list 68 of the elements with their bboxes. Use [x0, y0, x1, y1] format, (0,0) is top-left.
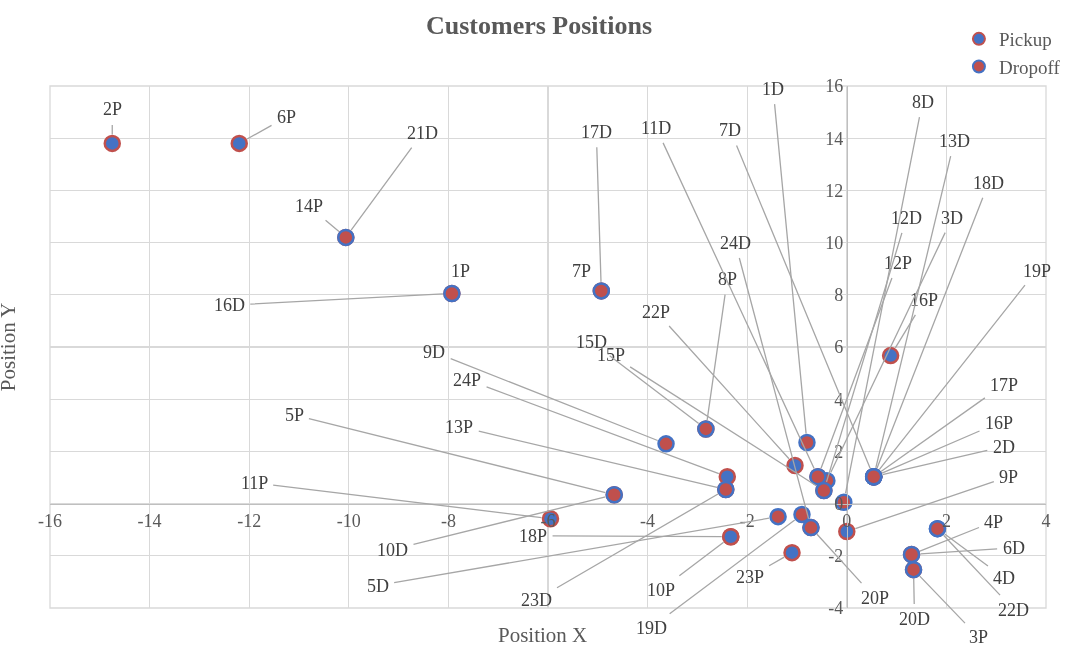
x-tick-label: -8 — [440, 510, 456, 531]
x-tick-label: -16 — [38, 510, 62, 531]
y-tick-label: -4 — [828, 598, 844, 619]
annotation: 6D — [1003, 538, 1025, 558]
annotation: 14P — [295, 196, 324, 216]
annotation: 5P — [285, 405, 305, 425]
annotation: 16P — [910, 290, 939, 310]
annotation: 22D — [998, 600, 1029, 620]
annotation: 21D — [407, 123, 438, 143]
annotation: 13P — [445, 417, 474, 437]
legend-label: Pickup — [998, 29, 1052, 51]
x-tick-label: -4 — [640, 510, 656, 531]
annotation: 19P — [1023, 261, 1052, 281]
annotation: 24P — [453, 370, 482, 390]
annotation: 20P — [861, 588, 890, 608]
annotation: 5D — [367, 576, 389, 596]
annotation: 7P — [572, 261, 592, 281]
y-tick-label: 14 — [825, 128, 844, 149]
y-tick-label: 6 — [834, 337, 844, 358]
y-tick-label: -2 — [828, 546, 844, 567]
annotation: 17P — [990, 375, 1019, 395]
annotation: 1D — [762, 79, 784, 99]
annotation: 16D — [214, 295, 245, 315]
x-tick-label: 2 — [941, 510, 951, 531]
annotation: 18P — [519, 526, 548, 546]
annotation: 9D — [423, 342, 445, 362]
annotation: 4D — [993, 568, 1015, 588]
y-tick-label: 12 — [825, 180, 844, 201]
annotation: 16P — [985, 413, 1014, 433]
annotation: 11D — [641, 118, 672, 138]
annotation: 8P — [718, 269, 738, 289]
annotation: 7D — [719, 120, 741, 140]
annotation: 22P — [642, 302, 671, 322]
annotation: 17D — [581, 122, 612, 142]
y-tick-label: 0 — [834, 493, 844, 514]
y-tick-label: 10 — [825, 232, 844, 253]
annotation: 10D — [377, 540, 408, 560]
legend-label: Dropoff — [998, 56, 1061, 78]
annotation: 10P — [647, 580, 676, 600]
annotation: 9P — [999, 467, 1019, 487]
annotation: 23D — [521, 590, 552, 610]
annotation: 12D — [891, 208, 922, 228]
annotation: 13D — [939, 131, 970, 151]
annotation: 24D — [720, 233, 751, 253]
y-tick-label: 8 — [834, 285, 844, 306]
annotation: 6P — [277, 107, 297, 127]
annotation: 3P — [969, 627, 989, 647]
y-tick-label: 16 — [825, 76, 844, 97]
x-tick-label: -12 — [237, 510, 262, 531]
annotation: 3D — [941, 208, 963, 228]
annotation: 2P — [103, 99, 123, 119]
annotation: 8D — [912, 92, 934, 112]
annotation: 19D — [636, 618, 667, 638]
x-tick-label: -10 — [336, 510, 361, 531]
chart-title: Customers Positions — [425, 11, 653, 41]
annotation: 1P — [451, 261, 471, 281]
annotation: 4P — [984, 512, 1004, 532]
annotation: 23P — [736, 567, 765, 587]
annotation: 11P — [241, 473, 269, 493]
annotation: 2D — [993, 437, 1015, 457]
x-tick-label: -14 — [137, 510, 162, 531]
x-axis-title: Position X — [498, 623, 588, 647]
annotation: 12P — [884, 253, 913, 273]
annotation: 20D — [899, 609, 930, 629]
y-axis-title: Position Y — [0, 302, 21, 392]
annotation: 18D — [973, 173, 1004, 193]
x-tick-label: 4 — [1041, 510, 1051, 531]
y-tick-label: 2 — [834, 441, 844, 462]
